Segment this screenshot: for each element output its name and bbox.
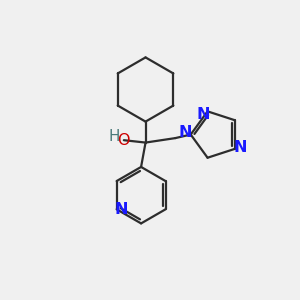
Text: N: N (178, 125, 192, 140)
Text: H: H (108, 129, 119, 144)
Text: N: N (115, 202, 128, 217)
Text: N: N (196, 107, 210, 122)
Text: O: O (118, 133, 130, 148)
Text: N: N (233, 140, 247, 155)
